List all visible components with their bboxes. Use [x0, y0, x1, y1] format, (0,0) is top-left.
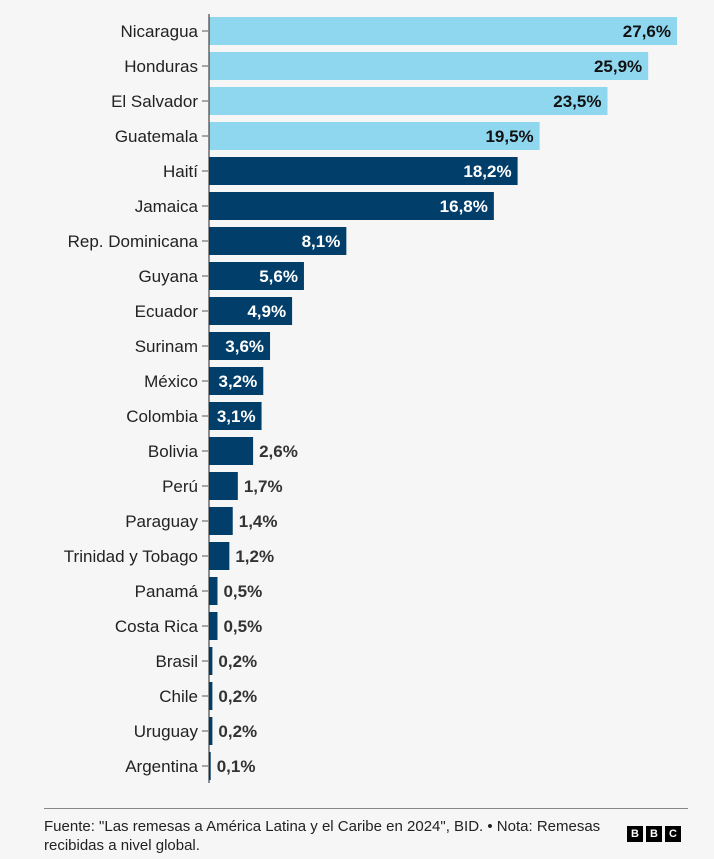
- value-label: 8,1%: [302, 232, 341, 251]
- value-label: 2,6%: [259, 442, 298, 461]
- footer-source: Fuente: "Las remesas a América Latina y …: [44, 818, 601, 854]
- category-label: Haití: [163, 162, 198, 181]
- bar-chart: Nicaragua 27,6% Honduras 25,9% El Salvador 23…: [64, 14, 677, 783]
- value-label: 3,6%: [225, 337, 264, 356]
- bar: [209, 367, 264, 395]
- bar: [209, 437, 254, 465]
- value-label: 0,1%: [217, 757, 256, 776]
- value-label: 0,5%: [223, 582, 262, 601]
- bar: [209, 17, 677, 45]
- value-label: 16,8%: [440, 197, 488, 216]
- category-label: Nicaragua: [121, 22, 199, 41]
- category-label: El Salvador: [111, 92, 198, 111]
- bar: [209, 577, 218, 605]
- logo-letter: C: [665, 826, 681, 842]
- category-label: Guatemala: [115, 127, 199, 146]
- value-label: 25,9%: [594, 57, 642, 76]
- bar: [209, 227, 347, 255]
- bar: [209, 612, 218, 640]
- bar: [209, 682, 213, 710]
- value-label: 1,7%: [244, 477, 283, 496]
- value-label: 19,5%: [485, 127, 533, 146]
- category-label: Costa Rica: [115, 617, 199, 636]
- value-label: 1,4%: [239, 512, 278, 531]
- category-label: Colombia: [126, 407, 198, 426]
- value-label: 27,6%: [623, 22, 671, 41]
- category-label: Ecuador: [135, 302, 199, 321]
- category-label: Panamá: [135, 582, 199, 601]
- logo-letter: B: [627, 826, 643, 842]
- value-label: 0,2%: [218, 687, 257, 706]
- bar: [209, 52, 649, 80]
- category-label: Rep. Dominicana: [68, 232, 199, 251]
- bar: [209, 542, 230, 570]
- bar: [209, 332, 271, 360]
- category-label: Trinidad y Tobago: [64, 547, 198, 566]
- category-label: Chile: [159, 687, 198, 706]
- bar: [209, 297, 293, 325]
- logo-letter: B: [646, 826, 662, 842]
- value-label: 1,2%: [235, 547, 274, 566]
- category-label: Perú: [162, 477, 198, 496]
- category-label: Brasil: [155, 652, 198, 671]
- value-label: 3,2%: [219, 372, 258, 391]
- category-label: Guyana: [138, 267, 198, 286]
- value-label: 0,5%: [223, 617, 262, 636]
- bar: [209, 87, 608, 115]
- bar: [209, 472, 238, 500]
- category-label: México: [144, 372, 198, 391]
- bar: [209, 717, 213, 745]
- bar: [209, 752, 211, 780]
- bar: [209, 122, 540, 150]
- category-label: Jamaica: [135, 197, 199, 216]
- value-label: 5,6%: [259, 267, 298, 286]
- value-label: 0,2%: [218, 722, 257, 741]
- category-label: Honduras: [124, 57, 198, 76]
- value-label: 3,1%: [217, 407, 256, 426]
- bar: [209, 262, 304, 290]
- category-label: Argentina: [125, 757, 198, 776]
- value-label: 0,2%: [218, 652, 257, 671]
- category-label: Paraguay: [125, 512, 198, 531]
- category-label: Surinam: [135, 337, 198, 356]
- category-label: Uruguay: [134, 722, 199, 741]
- bar: [209, 192, 494, 220]
- bar: [209, 402, 262, 430]
- category-label: Bolivia: [148, 442, 199, 461]
- bar: [209, 507, 233, 535]
- value-label: 18,2%: [463, 162, 511, 181]
- bar: [209, 647, 213, 675]
- footer-divider: [44, 808, 688, 809]
- value-label: 4,9%: [247, 302, 286, 321]
- value-label: 23,5%: [553, 92, 601, 111]
- bar: [209, 157, 518, 185]
